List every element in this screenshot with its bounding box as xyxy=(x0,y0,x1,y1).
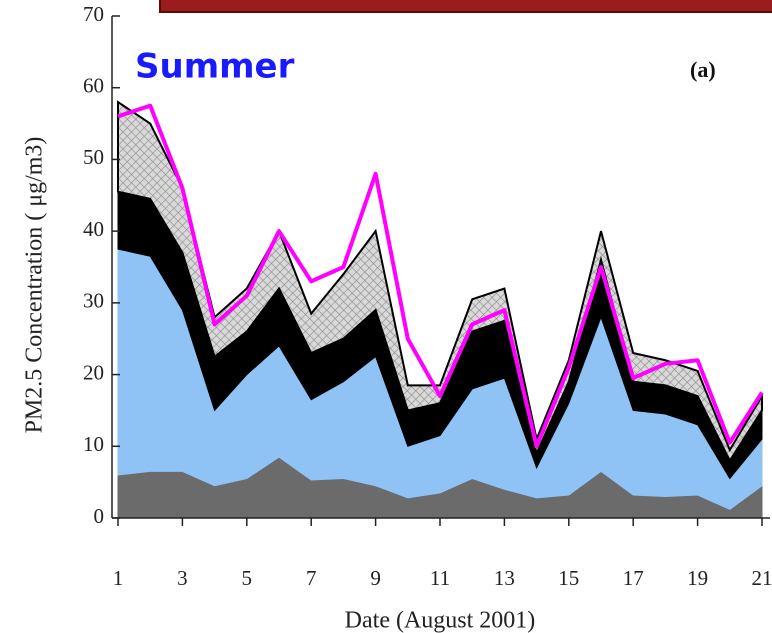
y-tick-label: 30 xyxy=(83,289,104,313)
header-bar xyxy=(159,0,772,13)
x-tick-label: 17 xyxy=(623,566,644,590)
y-tick-label: 10 xyxy=(83,432,104,456)
x-tick-label: 15 xyxy=(558,566,579,590)
y-axis-label: PM2.5 Concentration ( μg/m3) xyxy=(22,137,48,434)
season-label: Summer xyxy=(135,47,295,87)
x-tick-label: 1 xyxy=(113,566,124,590)
y-tick-label: 60 xyxy=(83,74,104,98)
x-tick-label: 9 xyxy=(370,566,381,590)
x-tick-label: 11 xyxy=(430,566,450,590)
y-tick-label: 20 xyxy=(83,360,104,384)
total-line xyxy=(117,103,764,449)
x-tick-label: 19 xyxy=(687,566,708,590)
y-tick-label: 0 xyxy=(94,504,105,528)
panel-label: (a) xyxy=(690,57,716,82)
y-tick-label: 50 xyxy=(83,145,104,169)
x-tick-label: 3 xyxy=(177,566,188,590)
x-tick-label: 13 xyxy=(494,566,515,590)
y-tick-label: 40 xyxy=(83,217,104,241)
x-tick-label: 21 xyxy=(752,566,772,590)
x-tick-label: 5 xyxy=(242,566,253,590)
plot-area xyxy=(117,100,764,519)
y-tick-label: 70 xyxy=(83,2,104,26)
x-axis-label: Date (August 2001) xyxy=(345,608,536,633)
area-layer xyxy=(117,100,763,463)
x-tick-label: 7 xyxy=(306,566,317,590)
